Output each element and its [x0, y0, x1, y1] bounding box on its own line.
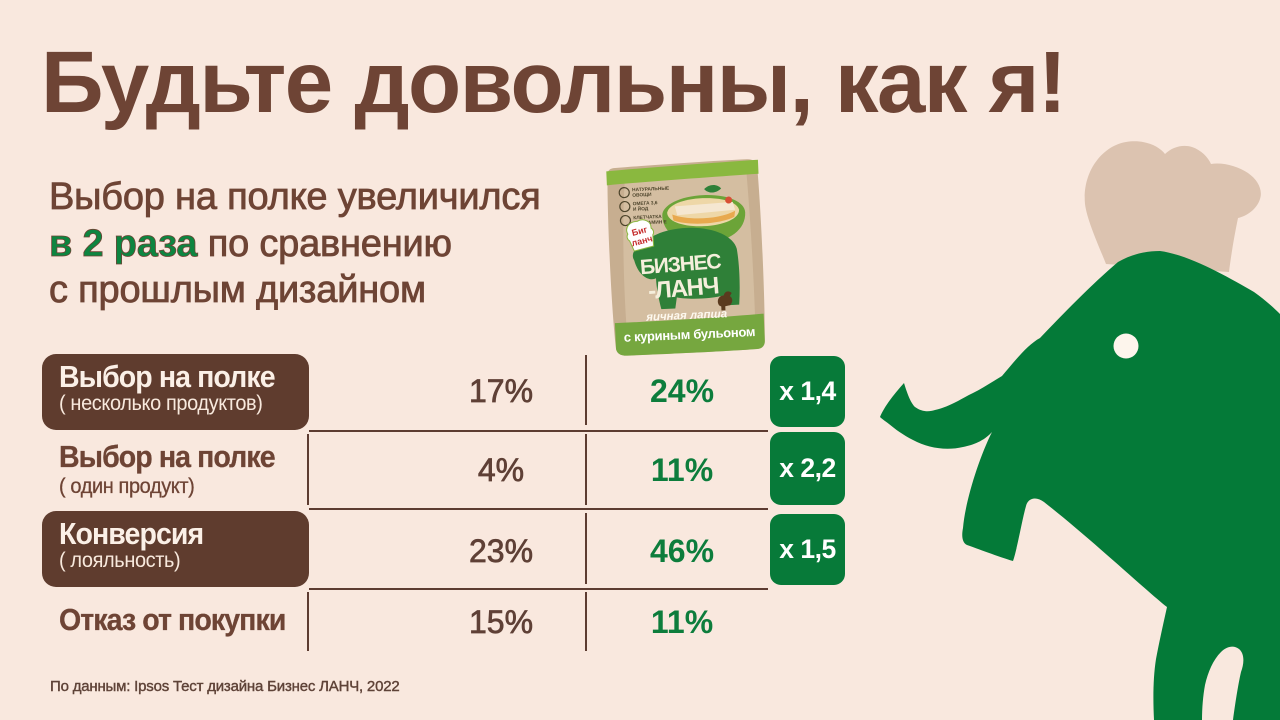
svg-text:с куриным бульоном: с куриным бульоном [623, 324, 755, 345]
svg-text:яичная лапша: яичная лапша [645, 308, 728, 324]
svg-text:И ЙОД: И ЙОД [633, 204, 649, 213]
svg-text:Биг: Биг [631, 224, 649, 238]
svg-text:НАТУРАЛЬНЫЕ: НАТУРАЛЬНЫЕ [632, 186, 670, 194]
svg-text:КЛЕТЧАТКА: КЛЕТЧАТКА [633, 214, 662, 221]
svg-text:-ЛАНЧ: -ЛАНЧ [647, 272, 720, 304]
svg-text:ОМЕГА 3,6: ОМЕГА 3,6 [633, 200, 658, 207]
svg-text:И ВИТАМИН Е: И ВИТАМИН Е [633, 219, 667, 226]
svg-text:ОВОЩИ: ОВОЩИ [632, 192, 652, 199]
